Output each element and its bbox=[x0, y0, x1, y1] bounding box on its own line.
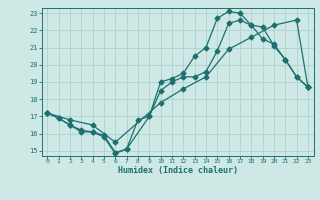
X-axis label: Humidex (Indice chaleur): Humidex (Indice chaleur) bbox=[118, 166, 237, 175]
